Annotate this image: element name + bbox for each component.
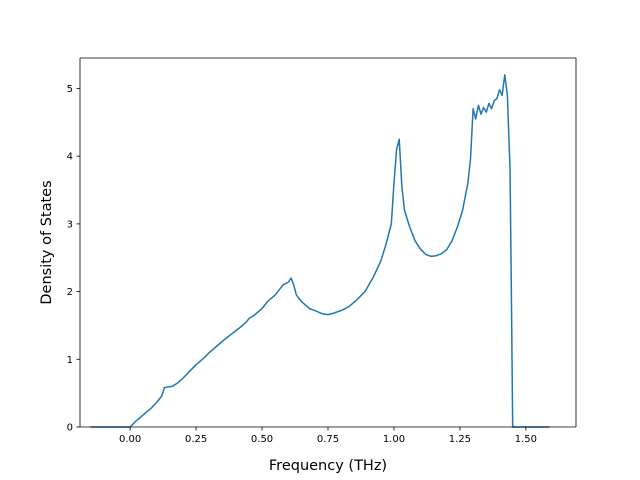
y-tick-label: 2 xyxy=(67,287,73,298)
dos-series-line-0 xyxy=(90,74,550,428)
y-axis-ticks: 0 1 2 3 4 5 xyxy=(67,84,80,434)
x-tick-label: 0.00 xyxy=(119,434,141,445)
y-axis-label: Density of States xyxy=(39,180,55,304)
x-tick-label: 1.50 xyxy=(515,434,537,445)
y-tick-label: 3 xyxy=(67,219,73,230)
x-axis-ticks: 0.00 0.25 0.50 0.75 1.00 1.25 1.50 xyxy=(119,427,537,445)
x-tick-label: 0.50 xyxy=(251,434,273,445)
x-axis-label: Frequency (THz) xyxy=(269,458,387,474)
x-tick-label: 0.25 xyxy=(185,434,207,445)
y-tick-label: 5 xyxy=(67,84,73,95)
plot-area xyxy=(80,58,576,427)
y-tick-label: 0 xyxy=(67,423,73,434)
series-layer xyxy=(90,74,550,428)
x-tick-label: 1.00 xyxy=(383,434,405,445)
y-tick-label: 1 xyxy=(67,355,73,366)
x-tick-label: 1.25 xyxy=(449,434,471,445)
y-tick-label: 4 xyxy=(67,152,73,163)
x-tick-label: 0.75 xyxy=(317,434,339,445)
